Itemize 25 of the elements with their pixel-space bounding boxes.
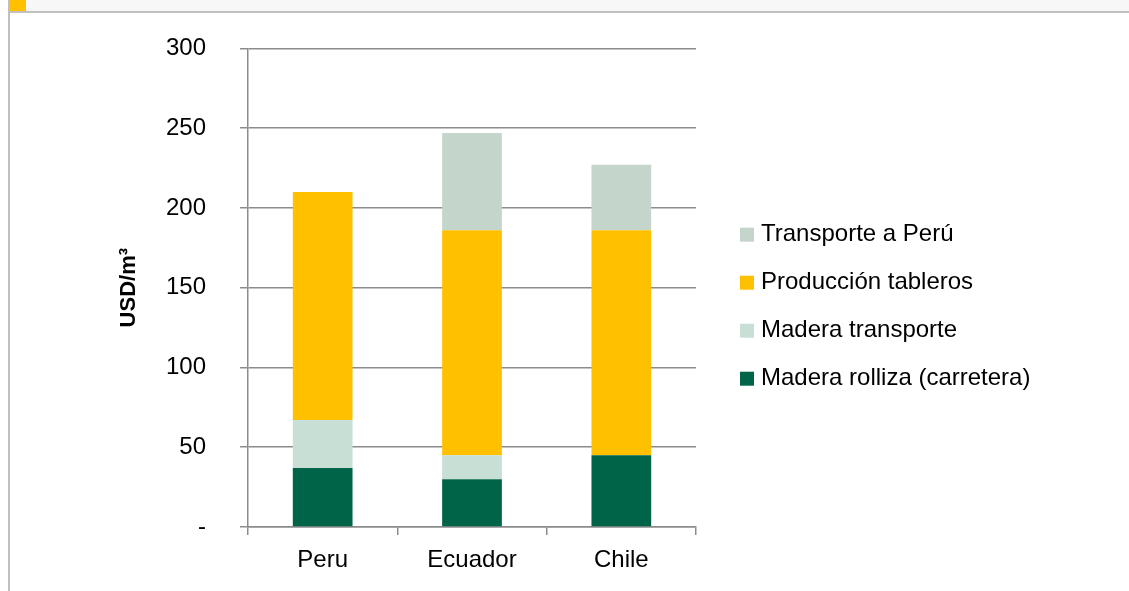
legend-label: Transporte a Perú — [761, 219, 954, 247]
bar — [442, 479, 502, 527]
bar — [442, 230, 502, 456]
x-tick-label: Ecuador — [427, 545, 517, 573]
bar — [591, 230, 652, 456]
bar — [292, 420, 353, 468]
y-tick-label: - — [198, 511, 206, 539]
y-tick-label: 250 — [165, 112, 206, 140]
bar — [591, 455, 652, 527]
bar — [292, 191, 353, 421]
bar — [442, 455, 502, 480]
y-tick-label: 50 — [179, 431, 206, 459]
y-axis-title: USD/m³ — [115, 247, 141, 328]
y-tick-label: 300 — [165, 33, 206, 61]
y-tick-label: 100 — [165, 352, 206, 380]
y-tick-label: 150 — [165, 272, 206, 300]
bar — [442, 132, 502, 231]
legend-label: Madera rolliza (carretera) — [761, 363, 1031, 391]
bar — [292, 467, 353, 527]
bar — [591, 164, 652, 231]
legend-label: Producción tableros — [761, 267, 974, 295]
legend-label: Madera transporte — [761, 315, 958, 343]
x-tick-label: Peru — [297, 545, 349, 573]
x-tick-label: Chile — [593, 545, 649, 573]
y-tick-label: 200 — [165, 192, 206, 220]
